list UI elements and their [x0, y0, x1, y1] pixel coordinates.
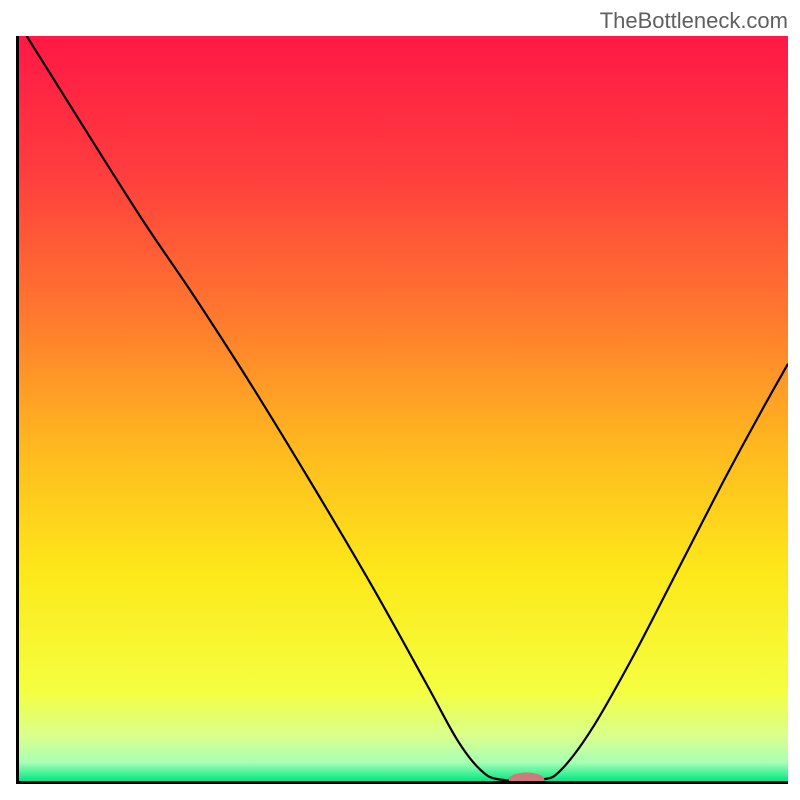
bottleneck-curve	[27, 36, 788, 781]
curve-layer	[19, 36, 788, 781]
watermark-text: TheBottleneck.com	[600, 8, 788, 34]
chart-container: TheBottleneck.com	[0, 0, 800, 800]
chart-plot-area	[16, 36, 788, 784]
optimal-marker	[509, 773, 545, 781]
